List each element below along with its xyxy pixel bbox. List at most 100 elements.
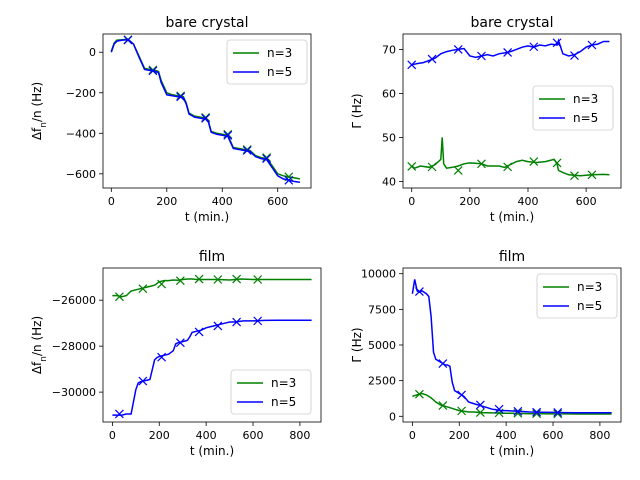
legend: n=3n=5 bbox=[230, 369, 312, 415]
marker-n=3 bbox=[262, 153, 272, 163]
marker-n=5 bbox=[242, 146, 252, 155]
marker-n=3 bbox=[253, 275, 263, 284]
marker-n=3 bbox=[532, 409, 542, 419]
marker-n=5 bbox=[457, 390, 467, 400]
marker-n=3 bbox=[475, 408, 485, 418]
marker-n=3 bbox=[213, 275, 223, 284]
axes-frame bbox=[402, 33, 622, 189]
marker-n=5 bbox=[138, 376, 148, 386]
y-tick-label: −400 bbox=[66, 127, 96, 140]
y-tick-label: 7500 bbox=[368, 303, 396, 316]
marker-n=3 bbox=[453, 165, 463, 175]
x-axis-label: t (min.) bbox=[490, 210, 534, 224]
panel-title: film bbox=[499, 249, 525, 265]
y-tick-label: 60 bbox=[382, 87, 396, 100]
panel-4: 0 200 400 600 800 0 2500 5000 7500 10000 film t (mi… bbox=[350, 249, 622, 458]
y-axis-label: Δfn/n (Hz) bbox=[30, 316, 49, 374]
marker-n=5 bbox=[494, 404, 504, 414]
panel-title: film bbox=[199, 249, 225, 265]
y-tick-label: 40 bbox=[382, 175, 396, 188]
marker-n=5 bbox=[553, 408, 563, 417]
legend: n=3n=5 bbox=[532, 85, 614, 131]
legend-box bbox=[536, 273, 618, 319]
panel-3: 0 200 400 600 800 −30000 −28000 −26000 film t (mi… bbox=[30, 249, 322, 458]
panel-title: bare crystal bbox=[471, 15, 554, 31]
marker-n=3 bbox=[194, 274, 204, 284]
series-line-n=5 bbox=[411, 38, 610, 66]
y-tick-label: −26000 bbox=[52, 294, 96, 307]
marker-n=3 bbox=[529, 157, 539, 167]
panel-1: 0 200 400 600 −600 −400 −200 0 bare crystal t (mi… bbox=[30, 15, 312, 224]
y-tick-label: 2500 bbox=[368, 375, 396, 388]
marker-n=5 bbox=[213, 321, 223, 331]
x-tick-label: 400 bbox=[196, 429, 217, 442]
marker-n=5 bbox=[414, 287, 424, 296]
marker-n=5 bbox=[532, 407, 542, 417]
x-tick-label: 200 bbox=[449, 429, 470, 442]
y-tick-label: −600 bbox=[66, 168, 96, 181]
y-tick-label: −28000 bbox=[52, 340, 96, 353]
y-axis-label: Γ (Hz) bbox=[350, 93, 364, 128]
marker-n=5 bbox=[453, 44, 463, 54]
legend-box bbox=[532, 85, 614, 131]
marker-n=5 bbox=[587, 40, 597, 50]
legend: n=3n=5 bbox=[536, 273, 618, 319]
x-tick-label: 200 bbox=[156, 195, 177, 208]
legend-label-n=3: n=3 bbox=[271, 376, 296, 390]
marker-n=5 bbox=[114, 409, 124, 419]
x-tick-label: 400 bbox=[496, 429, 517, 442]
marker-n=5 bbox=[427, 54, 437, 64]
x-axis-label: t (min.) bbox=[490, 444, 534, 458]
marker-n=5 bbox=[529, 42, 539, 52]
y-tick-label: 5000 bbox=[368, 339, 396, 352]
marker-n=3 bbox=[587, 170, 597, 180]
marker-n=5 bbox=[201, 113, 211, 123]
marker-n=5 bbox=[175, 338, 185, 348]
marker-n=5 bbox=[157, 352, 167, 362]
x-tick-label: 0 bbox=[409, 429, 416, 442]
marker-n=3 bbox=[138, 284, 148, 294]
y-axis-label: Δfn/n (Hz) bbox=[30, 82, 49, 140]
marker-n=5 bbox=[176, 92, 186, 102]
y-label-sub: n bbox=[39, 122, 49, 128]
marker-n=5 bbox=[223, 130, 233, 140]
legend-label-n=5: n=5 bbox=[577, 299, 602, 313]
series-line-n=3 bbox=[411, 137, 610, 177]
marker-n=3 bbox=[477, 159, 486, 169]
y-tick-label: 0 bbox=[389, 410, 396, 423]
marker-n=5 bbox=[503, 48, 513, 57]
series-line-n=5 bbox=[110, 38, 301, 184]
marker-n=3 bbox=[223, 129, 233, 139]
x-tick-label: 200 bbox=[149, 429, 170, 442]
marker-n=5 bbox=[513, 406, 523, 416]
marker-n=3 bbox=[148, 65, 158, 75]
marker-n=3 bbox=[414, 389, 424, 399]
marker-n=5 bbox=[552, 38, 562, 48]
x-tick-label: 400 bbox=[212, 195, 233, 208]
legend: n=3n=5 bbox=[226, 39, 308, 85]
marker-n=5 bbox=[232, 317, 242, 327]
y-tick-label: −30000 bbox=[52, 386, 96, 399]
y-tick-label: 0 bbox=[89, 46, 96, 59]
y-tick-label: 50 bbox=[382, 131, 396, 144]
marker-n=3 bbox=[570, 171, 579, 181]
x-tick-label: 200 bbox=[459, 195, 480, 208]
legend-label-n=5: n=5 bbox=[271, 395, 296, 409]
x-tick-label: 800 bbox=[289, 429, 310, 442]
x-tick-label: 0 bbox=[108, 195, 115, 208]
x-axis-label: t (min.) bbox=[185, 210, 229, 224]
legend-label-n=5: n=5 bbox=[267, 65, 292, 79]
marker-n=3 bbox=[457, 406, 467, 416]
marker-n=3 bbox=[407, 162, 417, 171]
axes-frame bbox=[102, 267, 322, 423]
y-label-tail: /n (Hz) bbox=[30, 316, 44, 356]
legend-label-n=3: n=3 bbox=[573, 92, 598, 106]
y-tick-label: 70 bbox=[382, 43, 396, 56]
marker-n=5 bbox=[475, 400, 485, 410]
marker-n=5 bbox=[253, 316, 263, 326]
y-label-main: Δf bbox=[30, 361, 44, 374]
x-tick-label: 600 bbox=[543, 429, 564, 442]
series-line-n=5 bbox=[112, 319, 312, 416]
marker-n=3 bbox=[175, 276, 185, 286]
